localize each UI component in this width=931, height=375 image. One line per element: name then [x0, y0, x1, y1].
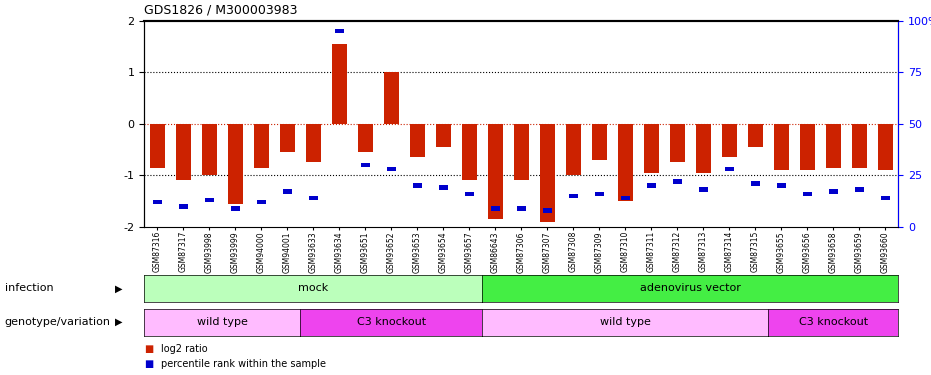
Bar [569, 194, 577, 198]
Text: wild type: wild type [196, 317, 248, 327]
Bar [725, 167, 734, 171]
Bar [617, 124, 633, 201]
Bar [543, 208, 552, 213]
Text: C3 knockout: C3 knockout [357, 317, 425, 327]
Bar [387, 167, 396, 171]
Bar [358, 124, 373, 152]
Bar [673, 179, 681, 184]
Text: adenovirus vector: adenovirus vector [640, 284, 741, 293]
Bar [751, 181, 760, 186]
Text: GDS1826 / M300003983: GDS1826 / M300003983 [144, 4, 298, 17]
Bar [595, 192, 603, 196]
Bar [257, 200, 265, 204]
Bar [410, 124, 425, 157]
Text: wild type: wild type [600, 317, 651, 327]
Bar [878, 124, 893, 170]
Bar [669, 124, 685, 162]
Bar [253, 124, 269, 168]
Bar [826, 124, 842, 168]
Bar [462, 124, 478, 180]
Bar [621, 196, 629, 200]
Bar [881, 196, 890, 200]
Bar [565, 124, 581, 176]
Bar [231, 206, 239, 211]
Bar [517, 206, 526, 211]
Bar [800, 124, 816, 170]
Bar [153, 200, 162, 204]
Bar [205, 198, 213, 202]
Bar [722, 124, 737, 157]
Bar [331, 44, 347, 124]
Bar [283, 189, 291, 194]
Bar [852, 124, 867, 168]
Bar [436, 124, 452, 147]
Bar [179, 204, 188, 209]
Bar [384, 72, 399, 124]
Bar [305, 124, 321, 162]
Bar [699, 188, 708, 192]
Bar [279, 124, 295, 152]
Text: infection: infection [5, 284, 53, 293]
Text: ▶: ▶ [115, 284, 123, 293]
Bar [488, 124, 503, 219]
Text: percentile rank within the sample: percentile rank within the sample [161, 359, 326, 369]
Bar [647, 183, 655, 188]
Bar [774, 124, 789, 170]
Bar [491, 206, 500, 211]
Bar [777, 183, 786, 188]
Bar [514, 124, 529, 180]
Text: ▶: ▶ [115, 317, 123, 327]
Bar [309, 196, 317, 200]
Bar [830, 189, 838, 194]
Bar [695, 124, 711, 173]
Bar [748, 124, 763, 147]
Text: log2 ratio: log2 ratio [161, 344, 208, 354]
Bar [591, 124, 607, 160]
Text: ■: ■ [144, 344, 154, 354]
Bar [540, 124, 555, 222]
Bar [201, 124, 217, 176]
Bar [643, 124, 659, 173]
Bar [413, 183, 422, 188]
Bar [439, 185, 448, 190]
Bar [466, 192, 474, 196]
Text: C3 knockout: C3 knockout [799, 317, 868, 327]
Bar [361, 163, 370, 167]
Bar [855, 188, 864, 192]
Text: genotype/variation: genotype/variation [5, 317, 111, 327]
Bar [803, 192, 812, 196]
Text: ■: ■ [144, 359, 154, 369]
Bar [227, 124, 243, 204]
Bar [176, 124, 191, 180]
Bar [335, 28, 344, 33]
Text: mock: mock [298, 284, 329, 293]
Bar [150, 124, 165, 168]
